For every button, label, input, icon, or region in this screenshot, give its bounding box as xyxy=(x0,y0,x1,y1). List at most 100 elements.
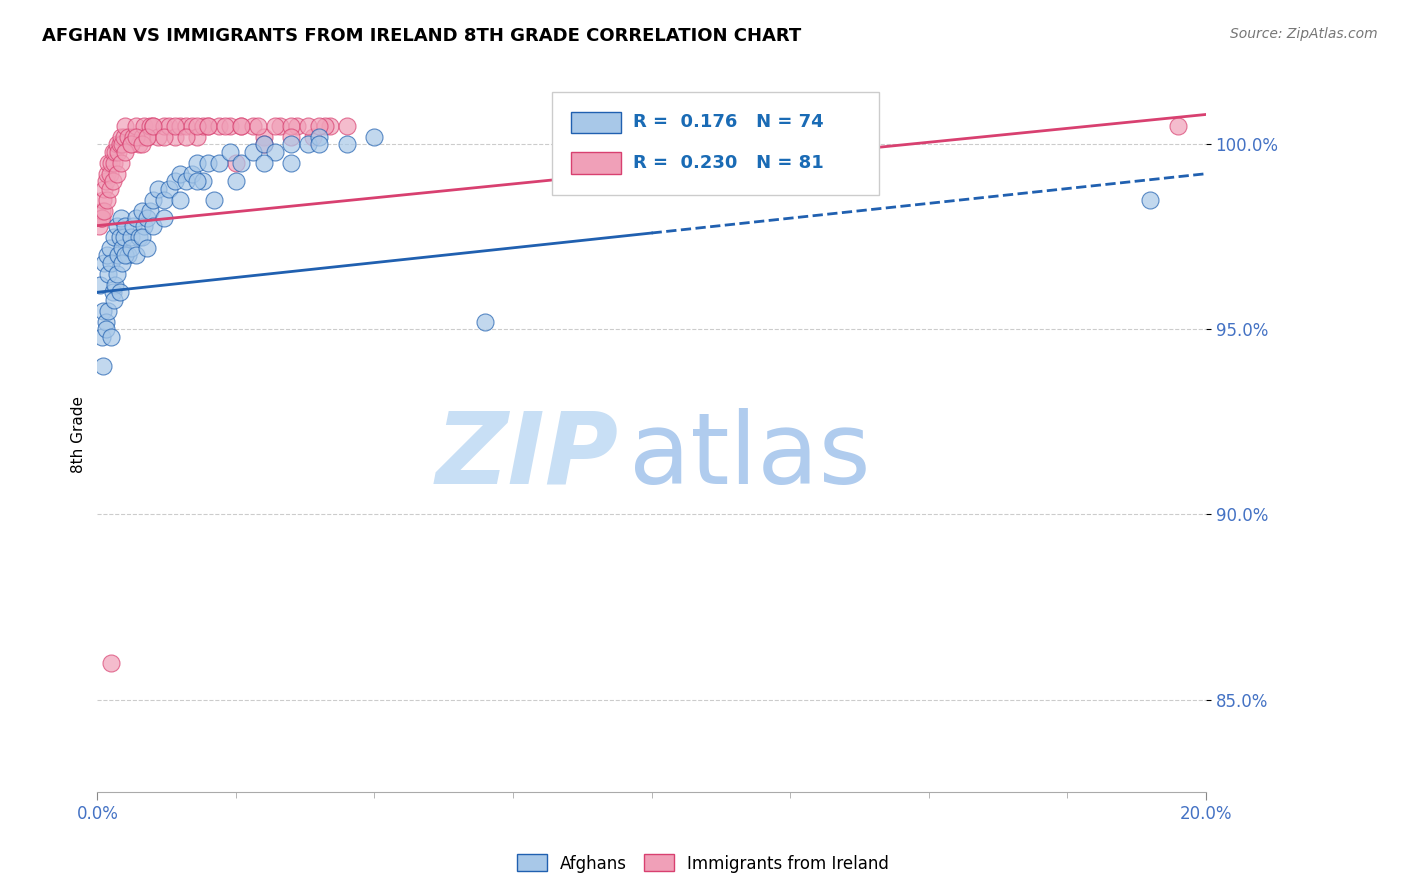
Point xyxy=(314,119,336,133)
Point xyxy=(91,303,114,318)
Point xyxy=(100,656,122,670)
Point xyxy=(142,119,165,133)
Point xyxy=(100,329,122,343)
Point xyxy=(103,229,125,244)
Point xyxy=(89,277,111,292)
Point xyxy=(90,211,112,226)
Point xyxy=(136,129,159,144)
Point xyxy=(191,174,214,188)
Point xyxy=(186,119,208,133)
Text: atlas: atlas xyxy=(630,408,872,505)
Point xyxy=(98,167,121,181)
Point xyxy=(142,219,165,233)
Point xyxy=(96,248,118,262)
Point xyxy=(96,193,118,207)
Point xyxy=(219,145,242,159)
Point xyxy=(174,129,197,144)
Point xyxy=(163,119,186,133)
Point xyxy=(231,119,253,133)
Point xyxy=(169,193,191,207)
Point xyxy=(131,203,153,218)
Point xyxy=(112,129,135,144)
Point xyxy=(186,174,208,188)
Point xyxy=(280,137,302,152)
Point xyxy=(134,119,156,133)
Point xyxy=(91,193,114,207)
Point xyxy=(225,155,247,169)
Point xyxy=(90,329,112,343)
Point xyxy=(280,119,302,133)
Point xyxy=(120,229,142,244)
Point xyxy=(202,193,225,207)
Point xyxy=(105,219,128,233)
Point xyxy=(252,137,274,152)
Point xyxy=(114,119,136,133)
Point xyxy=(153,193,176,207)
Point xyxy=(263,145,285,159)
Point xyxy=(269,119,291,133)
Point xyxy=(107,248,129,262)
Point xyxy=(186,129,208,144)
Point xyxy=(280,129,302,144)
Point xyxy=(97,267,120,281)
Point xyxy=(363,129,385,144)
Point xyxy=(208,119,231,133)
Point xyxy=(91,359,114,374)
Point xyxy=(111,241,134,255)
Point xyxy=(197,119,219,133)
Point xyxy=(108,229,131,244)
Point xyxy=(128,229,150,244)
Point xyxy=(336,119,359,133)
Point xyxy=(153,119,176,133)
Point xyxy=(297,119,319,133)
Point xyxy=(104,277,127,292)
Point xyxy=(308,129,330,144)
Point xyxy=(252,155,274,169)
Point xyxy=(139,203,162,218)
Point xyxy=(134,219,156,233)
Point xyxy=(94,322,117,336)
Point xyxy=(219,119,242,133)
Point xyxy=(231,119,253,133)
Point xyxy=(157,119,180,133)
Point xyxy=(131,129,153,144)
Point xyxy=(110,211,132,226)
Point xyxy=(153,211,176,226)
Point xyxy=(174,174,197,188)
Point xyxy=(105,267,128,281)
Point xyxy=(191,119,214,133)
Point xyxy=(336,137,359,152)
Point xyxy=(105,167,128,181)
Point xyxy=(280,155,302,169)
Point xyxy=(93,181,115,195)
Point xyxy=(120,241,142,255)
Point xyxy=(308,137,330,152)
Point xyxy=(180,119,202,133)
Point xyxy=(148,129,170,144)
Point xyxy=(125,248,148,262)
Point xyxy=(103,293,125,307)
Point xyxy=(111,255,134,269)
Point xyxy=(98,241,121,255)
Point xyxy=(125,211,148,226)
Point xyxy=(120,137,142,152)
Point xyxy=(110,155,132,169)
Point xyxy=(93,255,115,269)
Point xyxy=(285,119,308,133)
Y-axis label: 8th Grade: 8th Grade xyxy=(72,396,86,474)
Text: AFGHAN VS IMMIGRANTS FROM IRELAND 8TH GRADE CORRELATION CHART: AFGHAN VS IMMIGRANTS FROM IRELAND 8TH GR… xyxy=(42,27,801,45)
Point xyxy=(180,167,202,181)
Point xyxy=(101,145,124,159)
Point xyxy=(142,193,165,207)
Point xyxy=(225,174,247,188)
Point xyxy=(125,119,148,133)
Point xyxy=(474,315,496,329)
Point xyxy=(153,129,176,144)
Point xyxy=(94,174,117,188)
Point xyxy=(1139,193,1161,207)
Point xyxy=(97,303,120,318)
Point xyxy=(97,155,120,169)
Point xyxy=(263,119,285,133)
Point xyxy=(252,137,274,152)
Point xyxy=(169,167,191,181)
